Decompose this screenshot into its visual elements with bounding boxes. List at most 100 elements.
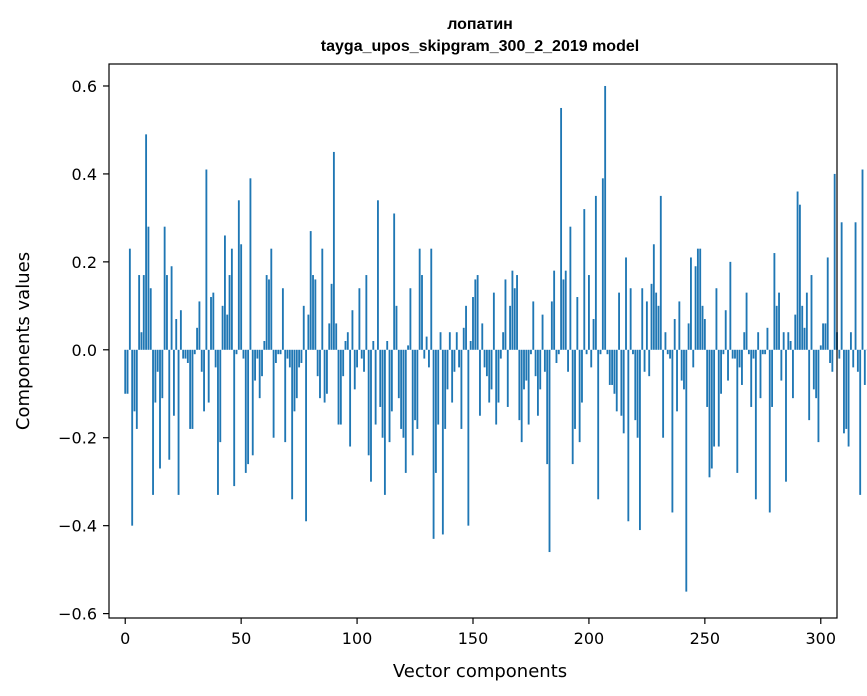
bar [152,349,154,495]
bar [747,349,750,355]
chart-title: лопатин [447,16,513,33]
bar [782,332,785,350]
bar [632,349,634,355]
bar [367,349,370,456]
bar [370,349,372,482]
bar [696,248,699,350]
bar [182,349,185,359]
bar [856,349,859,372]
bar [650,283,653,350]
bar [207,349,210,403]
bar [326,349,328,394]
bar [200,349,203,372]
bar [574,349,576,429]
bar [393,213,396,350]
bar [787,332,790,350]
bar [460,349,463,429]
bar [536,349,539,416]
bar [365,275,368,350]
bar [344,341,347,350]
bar [133,349,136,412]
bar [662,349,665,438]
y-tick-label: 0.0 [72,341,97,360]
bar [286,349,289,359]
bar [773,253,776,350]
bar [314,279,317,350]
bar [680,349,683,381]
bar [822,323,825,350]
bar [622,349,625,434]
bar [404,349,407,473]
bar [472,297,474,350]
bar [655,292,658,350]
bar [703,319,706,350]
bar [432,349,435,539]
bar [254,349,256,381]
bar [571,349,574,465]
bar [808,349,811,421]
bar [430,248,433,350]
bar [504,279,507,350]
bar [226,314,229,350]
bar [263,341,266,350]
bar [305,349,307,522]
bar [615,349,618,412]
bar [244,349,247,473]
bar [669,349,671,359]
bar [168,349,171,460]
bar [444,349,447,429]
bar [337,349,340,425]
bar [634,349,637,421]
bar [541,314,544,350]
bar [458,349,461,368]
bar [741,349,743,385]
bar [692,349,695,368]
bar [416,349,419,429]
bar [374,349,377,425]
bar [543,349,546,372]
bar [539,349,542,390]
bar [780,349,783,381]
x-tick-label: 0 [120,629,130,648]
y-tick-label: −0.6 [58,605,97,624]
bar [196,327,199,350]
bar [706,349,709,407]
bar [179,310,182,350]
bar [423,349,426,359]
bar [293,349,296,412]
chart-subtitle: tayga_upos_skipgram_300_2_2019 model [321,38,639,55]
bar [495,349,498,425]
bar [833,173,836,350]
bar [611,349,614,385]
bar [351,310,354,350]
bar [189,349,192,429]
bar [824,323,827,350]
bar [356,349,358,368]
bar [479,349,481,416]
bar [550,301,553,350]
bar [170,266,173,350]
bar [819,345,822,350]
bar [131,349,134,526]
bar [379,349,382,407]
bar [409,288,412,350]
bar [548,349,551,553]
bar [147,226,150,350]
bar [483,349,486,368]
bar [639,349,641,531]
bar [683,349,685,390]
y-tick-label: 0.4 [72,165,97,184]
bar [135,349,138,429]
bar [277,349,280,355]
bar [801,305,804,350]
bar [715,288,718,350]
bar [752,349,755,359]
bar [434,349,437,473]
bar [163,226,166,350]
bar [657,305,660,350]
bar [261,349,263,377]
bar [840,222,843,350]
bar [518,349,521,421]
x-tick-label: 200 [574,629,605,648]
bar [242,349,245,359]
